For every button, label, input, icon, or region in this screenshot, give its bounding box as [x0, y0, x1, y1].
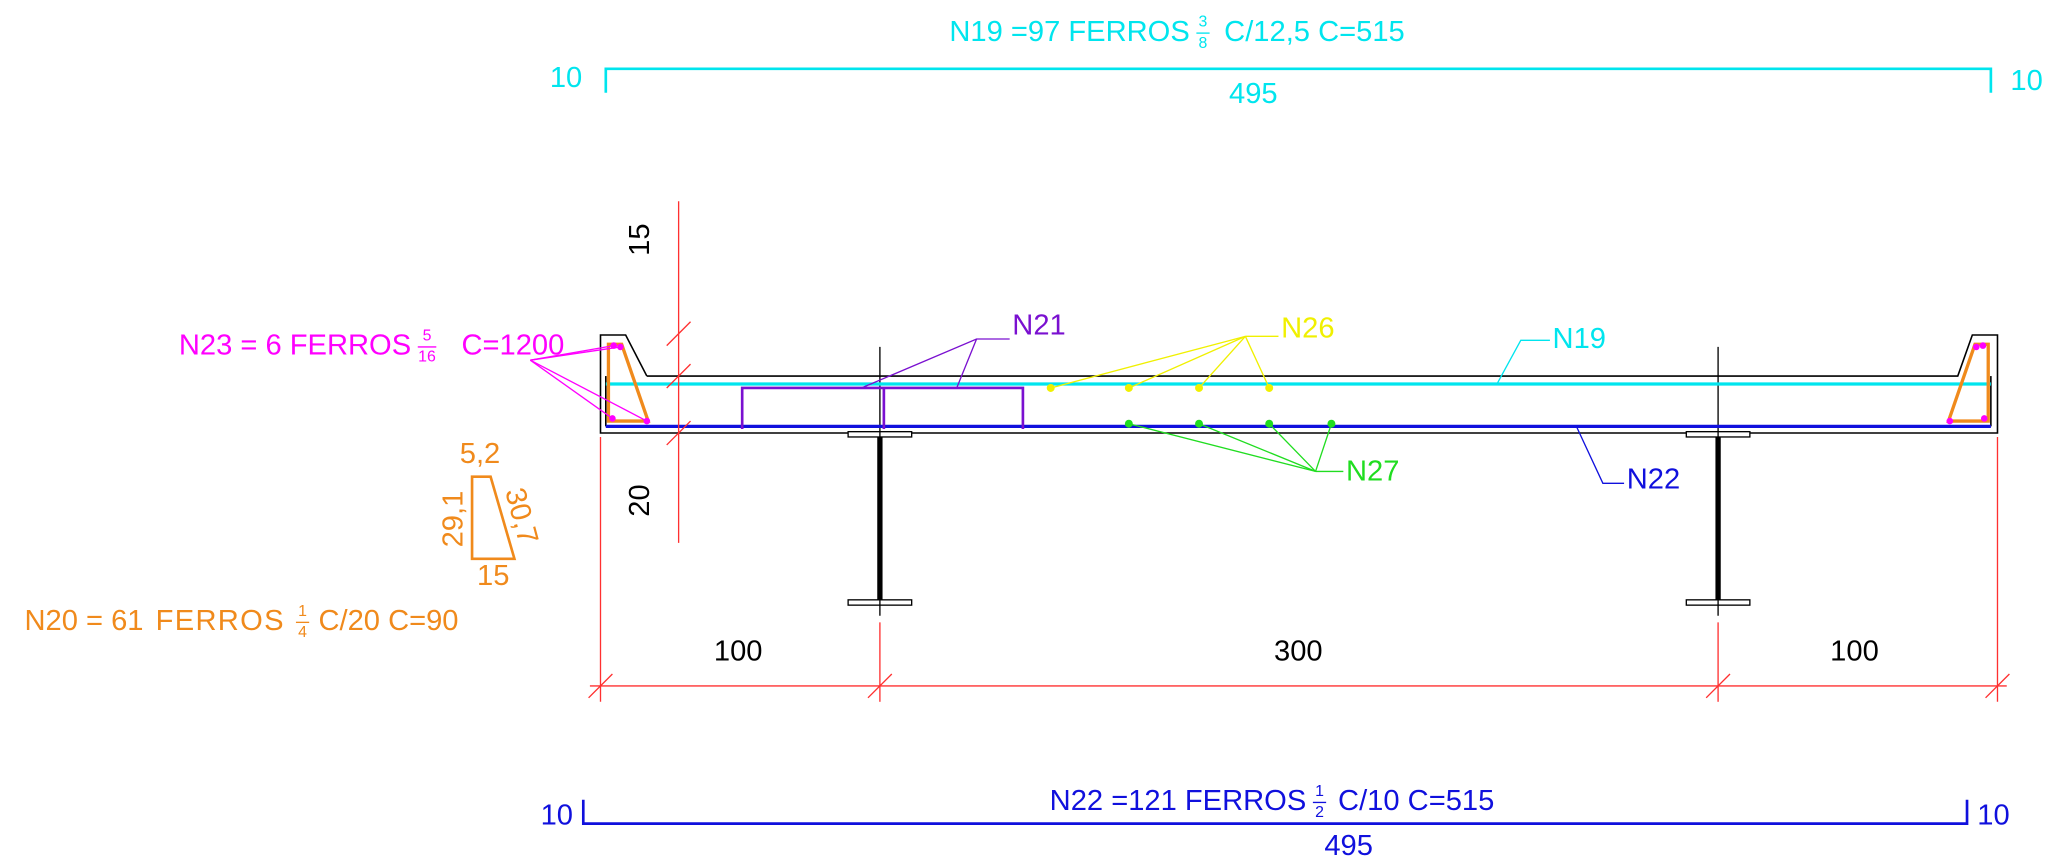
- n22-label-text: N22 =121 FERROS: [1050, 785, 1307, 817]
- n20-shape-text: 30,7: [498, 485, 544, 548]
- callouts-text: N27: [1346, 455, 1399, 487]
- n19-label-text: 3: [1199, 14, 1208, 31]
- n19-bar-polyline: [604, 67, 1993, 93]
- rebar-lines: [605, 342, 1991, 429]
- dimension-lines-line: [666, 321, 692, 347]
- n23-leaders: [529, 342, 1988, 425]
- n27-leaders-circle: [1124, 419, 1133, 428]
- n19-label: N19 =97 FERROS 3 8 C/12,5 C=515 10 10 49…: [550, 14, 2043, 110]
- n23-leaders-circle: [610, 342, 618, 349]
- dimension-labels: 15 20 100 300 100: [624, 223, 1879, 667]
- n19-label-text: 10: [550, 62, 582, 94]
- n27-leaders-line: [1198, 423, 1316, 473]
- n23-leaders-circle: [1980, 415, 1988, 422]
- n26-leaders-circle: [1195, 384, 1203, 392]
- n26-leaders-line: [1128, 335, 1246, 389]
- n19-n22-leaders-polyline: [1575, 426, 1625, 484]
- n23-leaders-circle: [609, 415, 616, 422]
- n20-label-text: 4: [298, 624, 307, 641]
- n26-leaders-circle: [1124, 384, 1133, 392]
- callouts: N21 N26 N19 N22 N27: [1012, 310, 1680, 496]
- n19-bar: [604, 67, 1993, 93]
- dimension-lines: [588, 201, 2010, 702]
- dimension-lines-line: [1705, 673, 1731, 699]
- n26-leaders-circle: [1046, 384, 1055, 392]
- n22-label-text: 495: [1324, 830, 1373, 862]
- n22-bar-polyline: [581, 799, 1969, 825]
- n19-n22-leaders: [1496, 339, 1625, 484]
- n22-label: N22 =121 FERROS 1 2 C/10 C=515 10 10 495: [541, 783, 2010, 862]
- n20-label-text: C/20 C=90: [318, 605, 458, 637]
- n27-leaders: [1124, 419, 1344, 473]
- dimension-labels-text: 100: [714, 635, 763, 667]
- n19-label-text: N19 =97 FERROS: [949, 16, 1189, 48]
- n27-leaders-circle: [1327, 419, 1336, 428]
- n23-leaders-circle: [1979, 342, 1987, 349]
- n20-shape-text: 15: [477, 560, 509, 592]
- slab-outline-polyline: [599, 334, 1999, 434]
- n23-leaders-line: [530, 359, 648, 422]
- dimension-lines-line: [666, 363, 692, 389]
- n19-label-text: 10: [2010, 65, 2042, 97]
- n23-leaders-circle: [1946, 417, 1954, 425]
- dimension-labels-text: 100: [1830, 635, 1879, 667]
- n20-shape-text: 5,2: [460, 438, 501, 470]
- n27-leaders-circle: [1265, 419, 1274, 428]
- dimension-lines-line: [666, 420, 692, 446]
- n26-leaders-circle: [1265, 384, 1274, 392]
- callouts-text: N22: [1627, 463, 1680, 495]
- n23-label-text: 5: [423, 328, 432, 345]
- dimension-labels-text: 15: [624, 223, 656, 255]
- n23-leaders-line: [529, 359, 613, 419]
- n20-label-text: N20 = 61: [24, 605, 143, 637]
- n22-bar: [581, 799, 1969, 825]
- n23-label-text: C=1200: [461, 330, 564, 362]
- n27-leaders-line: [1268, 423, 1317, 472]
- callouts-text: N21: [1012, 310, 1065, 342]
- n27-leaders-line: [1314, 423, 1333, 472]
- n19-label-text: 495: [1229, 78, 1278, 110]
- n21-stirrups-line: [956, 338, 978, 389]
- n23-label-text: N23 = 6 FERROS: [179, 330, 411, 362]
- n22-label-text: 10: [541, 800, 573, 832]
- n23-label-text: 16: [418, 349, 436, 366]
- n23-leaders-circle: [1972, 343, 1980, 351]
- n20-label: N20 = 61 FERROS 1 4 C/20 C=90: [24, 603, 458, 641]
- n23-label: N23 = 6 FERROS 5 16 C=1200: [179, 328, 564, 366]
- dimension-lines-line: [867, 673, 893, 699]
- n26-leaders: [1046, 335, 1279, 392]
- n20-shape: 5,2 29,1 30,7 15: [438, 438, 544, 592]
- n19-label-text: 8: [1199, 35, 1208, 52]
- beams: [847, 346, 1751, 616]
- n26-leaders-line: [1050, 335, 1246, 389]
- n22-label-text: C/10 C=515: [1338, 785, 1494, 817]
- n23-leaders-line: [530, 346, 621, 361]
- n27-leaders-circle: [1195, 419, 1203, 428]
- n22-label-text: 1: [1315, 783, 1324, 800]
- n22-label-text: 10: [1977, 800, 2009, 832]
- dimension-labels-text: 20: [624, 484, 656, 516]
- n22-label-text: 2: [1315, 804, 1324, 821]
- callouts-text: N19: [1553, 323, 1606, 355]
- n20-shape-polygon: [470, 475, 517, 561]
- dimension-lines-line: [1985, 673, 2010, 699]
- n21-stirrups: [740, 338, 1025, 430]
- n19-n22-leaders-polyline: [1496, 339, 1550, 385]
- dimension-lines-line: [588, 673, 613, 699]
- n27-leaders-line: [1128, 423, 1316, 473]
- n20-label-text: 1: [298, 603, 307, 620]
- n23-leaders-circle: [617, 343, 624, 351]
- n26-leaders-line: [1198, 335, 1246, 389]
- callouts-text: N26: [1281, 312, 1334, 344]
- n23-leaders-circle: [643, 417, 651, 425]
- dimension-labels-text: 300: [1274, 635, 1323, 667]
- n19-label-text: C/12,5 C=515: [1224, 16, 1405, 48]
- n20-label-text: FERROS: [156, 605, 285, 637]
- n21-stirrups-polyline: [861, 338, 1010, 389]
- n26-leaders-line: [1244, 336, 1270, 389]
- n20-shape-text: 29,1: [438, 491, 470, 548]
